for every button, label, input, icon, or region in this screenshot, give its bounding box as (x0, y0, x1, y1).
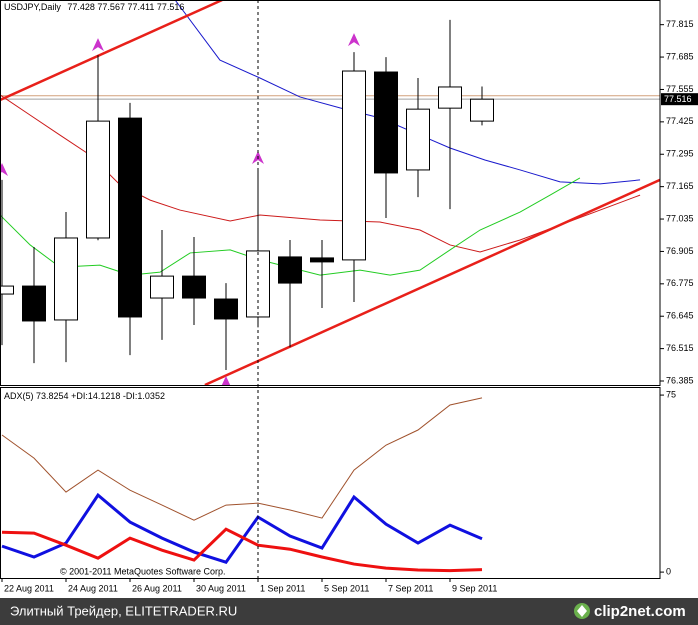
y-tick-label: 76.515 (666, 343, 694, 353)
plus-di-value: 14.1218 (88, 391, 121, 401)
y-tick-label: 77.555 (666, 84, 694, 94)
indicator-panel (1, 397, 483, 573)
fractal-arrow (92, 38, 104, 52)
y-tick-label: 77.815 (666, 19, 694, 29)
y-tick-label: 77.295 (666, 149, 694, 159)
indicator-line (1, 492, 483, 564)
x-tick-label: 26 Aug 2011 (132, 583, 182, 593)
header-close: 77.516 (157, 2, 185, 12)
y-tick-label: 0 (666, 566, 671, 576)
price-frame (0, 0, 661, 386)
header-high: 77.567 (97, 2, 125, 12)
logo-icon (574, 603, 590, 619)
y-tick-label: 76.905 (666, 246, 694, 256)
bid-label: 77.516 (664, 94, 692, 104)
axes: 76.385 76.515 76.645 76.775 76.905 77.035 77.1… (1, 19, 698, 593)
candle-body (54, 237, 78, 321)
indicator-line (1, 527, 483, 573)
candle-body (470, 98, 494, 122)
y-tick-label: 77.425 (666, 116, 694, 126)
y-tick-label: 75 (666, 389, 676, 399)
footer-logo[interactable]: clip2net.com (594, 603, 686, 620)
candle-body (342, 70, 366, 261)
y-tick-label: 77.685 (666, 51, 694, 61)
x-tick-label: 5 Sep 2011 (324, 583, 369, 593)
price-panel (0, 0, 660, 385)
chart-header: USDJPY,Daily 77.428 77.567 77.411 77.516 (4, 2, 184, 12)
indicator-line (1, 397, 483, 521)
y-tick-label: 76.385 (666, 375, 694, 385)
overlay-line (204, 178, 660, 385)
candle-body (278, 256, 302, 284)
header-low: 77.411 (127, 2, 154, 12)
overlay-line (0, 94, 641, 253)
candle-body (406, 108, 430, 171)
indicator-title: ADX(5) (4, 391, 34, 401)
fractal-arrow (0, 162, 8, 176)
candle-body (22, 285, 46, 322)
x-tick-label: 30 Aug 2011 (196, 583, 246, 593)
candle-body (150, 275, 174, 299)
indicator-frame (0, 387, 661, 579)
symbol: USDJPY,Daily (4, 2, 61, 12)
header-open: 77.428 (67, 2, 95, 12)
x-tick-label: 9 Sep 2011 (452, 583, 497, 593)
y-tick-label: 77.165 (666, 181, 694, 191)
minus-di-name: -DI: (123, 391, 138, 401)
indicator-header: ADX(5) 73.8254 +DI:14.1218 -DI:1.0352 (4, 391, 165, 401)
candle-body (214, 298, 238, 320)
candle-body (310, 257, 334, 263)
y-tick-label: 77.035 (666, 213, 694, 223)
candle-body (182, 275, 206, 299)
minus-di-value: 1.0352 (137, 391, 165, 401)
x-tick-label: 1 Sep 2011 (260, 583, 305, 593)
copyright: © 2001-2011 MetaQuotes Software Corp. (60, 566, 226, 576)
candle-body (118, 117, 142, 318)
candle-body (438, 86, 462, 109)
candle-body (86, 120, 110, 239)
y-tick-label: 76.775 (666, 278, 694, 288)
overlay-line (0, 0, 223, 102)
y-tick-label: 76.645 (666, 311, 694, 321)
candle-body (0, 285, 14, 295)
fractal-arrow (221, 376, 231, 385)
plus-di-name: +DI: (71, 391, 88, 401)
x-tick-label: 7 Sep 2011 (388, 583, 433, 593)
bid-box (661, 93, 698, 106)
adx-value: 73.8254 (36, 391, 69, 401)
x-tick-label: 22 Aug 2011 (4, 583, 54, 593)
x-tick-label: 24 Aug 2011 (68, 583, 118, 593)
fractal-arrow (348, 33, 360, 47)
footer-text: Элитный Трейдер, ELITETRADER.RU (10, 603, 237, 618)
candle-body (374, 71, 398, 174)
